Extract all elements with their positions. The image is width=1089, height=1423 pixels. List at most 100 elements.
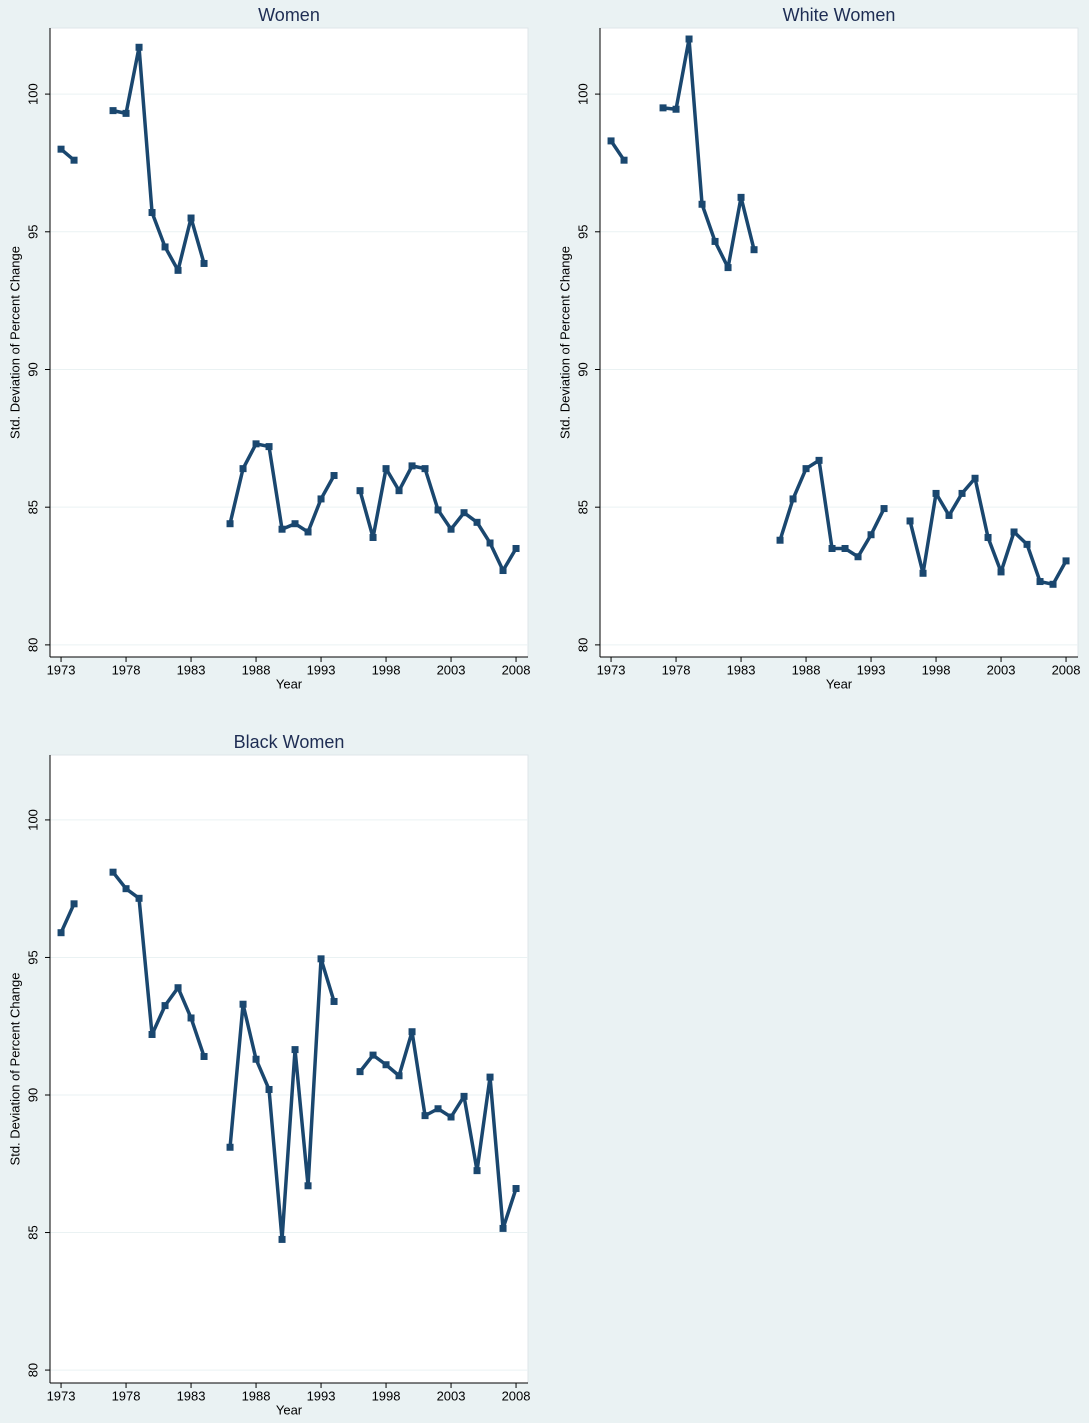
data-point xyxy=(512,544,520,552)
x-tick-label: 1983 xyxy=(727,662,756,677)
data-point xyxy=(278,1235,286,1243)
data-point xyxy=(356,487,364,495)
y-tick-label: 85 xyxy=(25,1225,40,1239)
data-point xyxy=(499,1224,507,1232)
data-point xyxy=(620,156,628,164)
data-point xyxy=(135,894,143,902)
data-point xyxy=(932,489,940,497)
data-point xyxy=(122,109,130,117)
data-point xyxy=(447,525,455,533)
data-point xyxy=(148,209,156,217)
data-point xyxy=(659,104,667,112)
data-line xyxy=(609,37,1068,587)
data-point xyxy=(70,156,78,164)
data-point xyxy=(265,1085,273,1093)
data-point xyxy=(395,1072,403,1080)
data-point xyxy=(226,1143,234,1151)
data-point xyxy=(174,984,182,992)
data-point xyxy=(174,266,182,274)
chart-title: Women xyxy=(258,5,320,25)
data-point xyxy=(434,506,442,514)
y-tick-label: 90 xyxy=(575,362,590,376)
data-point xyxy=(304,528,312,536)
y-tick-label: 90 xyxy=(25,362,40,376)
data-point xyxy=(382,465,390,473)
y-axis-title: Std. Deviation of Percent Change xyxy=(557,246,572,439)
y-axis-title: Std. Deviation of Percent Change xyxy=(7,973,22,1166)
data-point xyxy=(135,43,143,51)
data-point xyxy=(265,443,273,451)
data-point xyxy=(958,489,966,497)
data-point xyxy=(815,456,823,464)
data-point xyxy=(200,1052,208,1060)
y-tick-label: 100 xyxy=(25,83,40,105)
data-point xyxy=(945,511,953,519)
data-point xyxy=(57,929,65,937)
data-point xyxy=(802,465,810,473)
x-axis-title: Year xyxy=(826,676,853,691)
data-point xyxy=(434,1105,442,1113)
data-point xyxy=(512,1185,520,1193)
data-line xyxy=(59,45,518,573)
data-point xyxy=(473,518,481,526)
data-point xyxy=(460,509,468,517)
data-point xyxy=(408,1028,416,1036)
y-tick-label: 80 xyxy=(575,638,590,652)
data-point xyxy=(607,137,615,145)
data-point xyxy=(789,495,797,503)
x-axis-title: Year xyxy=(276,1402,303,1417)
x-tick-label: 2008 xyxy=(502,662,531,677)
x-tick-label: 2003 xyxy=(437,662,466,677)
plot-area xyxy=(599,27,1079,658)
data-point xyxy=(711,237,719,245)
data-point xyxy=(369,1051,377,1059)
data-point xyxy=(880,505,888,513)
data-point xyxy=(776,536,784,544)
data-point xyxy=(161,243,169,251)
data-point xyxy=(906,517,914,525)
data-point xyxy=(356,1068,364,1076)
data-point xyxy=(421,1112,429,1120)
data-point xyxy=(1010,528,1018,536)
data-point xyxy=(447,1113,455,1121)
x-tick-label: 1988 xyxy=(792,662,821,677)
data-point xyxy=(1062,557,1070,565)
plot-area xyxy=(49,754,529,1384)
x-axis-title: Year xyxy=(276,676,303,691)
chart-title: White Women xyxy=(783,5,896,25)
y-tick-label: 80 xyxy=(25,638,40,652)
y-tick-label: 85 xyxy=(575,500,590,514)
data-point xyxy=(750,246,758,254)
x-tick-label: 2003 xyxy=(437,1388,466,1403)
data-point xyxy=(486,1073,494,1081)
y-tick-label: 95 xyxy=(25,225,40,239)
chart-panel: White Women 80 85 90 95 100 1973 1978 1983 1988 19… xyxy=(557,5,1080,692)
data-point xyxy=(252,440,260,448)
data-point xyxy=(841,544,849,552)
plot-area xyxy=(49,27,529,658)
data-point xyxy=(200,259,208,267)
data-point xyxy=(984,533,992,541)
data-point xyxy=(737,193,745,201)
data-point xyxy=(971,474,979,482)
data-point xyxy=(408,462,416,470)
data-point xyxy=(109,107,117,115)
data-point xyxy=(148,1030,156,1038)
data-point xyxy=(252,1055,260,1063)
data-point xyxy=(317,955,325,963)
data-point xyxy=(239,465,247,473)
data-point xyxy=(187,1014,195,1022)
y-tick-label: 90 xyxy=(25,1088,40,1102)
data-point xyxy=(226,520,234,528)
x-tick-label: 1988 xyxy=(242,662,271,677)
data-point xyxy=(109,868,117,876)
data-point xyxy=(685,35,693,43)
data-point xyxy=(395,487,403,495)
y-tick-label: 100 xyxy=(575,83,590,105)
x-tick-label: 1983 xyxy=(177,1388,206,1403)
data-point xyxy=(499,567,507,575)
x-tick-label: 1998 xyxy=(372,662,401,677)
data-point xyxy=(1049,580,1057,588)
data-point xyxy=(382,1061,390,1069)
